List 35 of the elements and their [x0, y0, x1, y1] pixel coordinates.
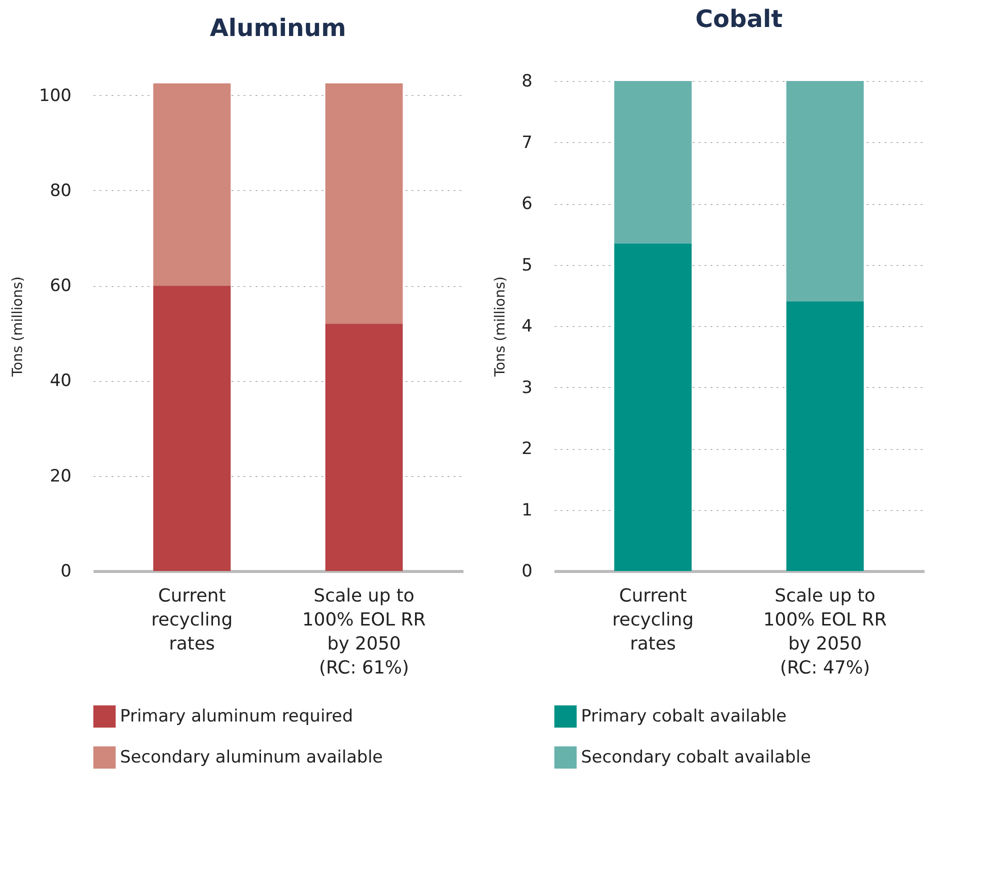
y-tick-label: 100	[39, 86, 72, 106]
y-tick-label: 0	[60, 562, 72, 582]
y-tick-label: 7	[522, 132, 532, 153]
bar	[153, 286, 231, 571]
legend-label: Primary cobalt available	[581, 706, 787, 726]
legend-label: Secondary cobalt available	[581, 748, 811, 768]
y-axis-title: Tons (millions)	[10, 276, 26, 378]
x-tick-label: Current recycling rates	[612, 586, 694, 654]
x-tick-label: Current recycling rates	[151, 586, 233, 654]
bar	[325, 324, 403, 571]
chart-title: Cobalt	[695, 5, 783, 33]
x-tick-label: Scale up to 100% EOL RR by 2050 (RC: 61%)	[302, 586, 426, 678]
y-tick-label: 1	[522, 500, 532, 520]
y-tick-label: 20	[50, 466, 72, 486]
bar	[325, 83, 403, 324]
x-tick-label: Scale up to 100% EOL RR by 2050 (RC: 47%)	[763, 586, 887, 678]
y-tick-label: 8	[522, 72, 532, 92]
chart-title: Aluminum	[210, 14, 346, 42]
bar	[786, 302, 864, 571]
y-tick-label: 4	[522, 316, 532, 336]
legend-label: Secondary aluminum available	[120, 748, 383, 768]
y-tick-label: 80	[50, 180, 72, 201]
y-tick-label: 40	[50, 371, 72, 392]
y-tick-label: 6	[522, 194, 532, 214]
bar	[614, 243, 692, 571]
y-tick-label: 5	[522, 255, 532, 276]
bar	[153, 83, 231, 286]
y-tick-label: 60	[50, 276, 72, 296]
y-tick-label: 3	[522, 378, 532, 398]
bar	[614, 81, 692, 244]
legend-label: Primary aluminum required	[120, 706, 354, 726]
y-axis-title: Tons (millions)	[492, 276, 509, 378]
bar	[786, 81, 864, 302]
y-tick-label: 0	[522, 562, 532, 582]
y-tick-label: 2	[522, 439, 532, 459]
